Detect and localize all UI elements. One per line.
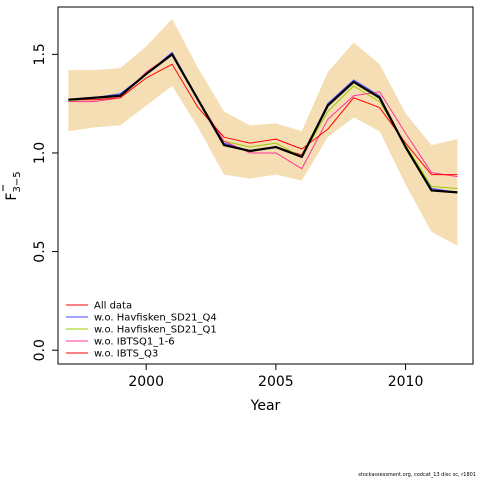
series-line-5 xyxy=(68,63,458,176)
legend-entry: w.o. IBTS_Q3 xyxy=(94,349,158,360)
x-axis-title: Year xyxy=(250,398,281,414)
footer-credit: stockassessment.org, codcat_13 disc sc, … xyxy=(358,472,476,478)
y-tick-label: 0.5 xyxy=(32,240,48,262)
x-tick-label: 2000 xyxy=(128,374,164,390)
y-axis-title: F3−5 xyxy=(2,171,23,201)
y-axis: 0.0 0.5 1.0 1.5 xyxy=(32,43,58,361)
series-line-estimate xyxy=(68,53,458,194)
legend-entry: w.o. Havfisken_SD21_Q1 xyxy=(94,325,217,336)
x-axis: 2000 2005 2010 xyxy=(128,364,423,390)
svg-text:F3−5: F3−5 xyxy=(4,171,23,200)
y-tick-label: 0.0 xyxy=(32,339,48,361)
x-tick-label: 2005 xyxy=(258,374,294,390)
x-tick-label: 2010 xyxy=(388,374,424,390)
y-tick-label: 1.5 xyxy=(32,43,48,65)
legend-entry: w.o. IBTSQ1_1-6 xyxy=(94,337,175,348)
series-layer xyxy=(68,51,458,194)
legend-entry: w.o. Havfisken_SD21_Q4 xyxy=(94,313,217,324)
confidence-band-layer xyxy=(68,18,458,246)
y-axis-title-main: F xyxy=(4,193,20,201)
y-axis-title-sub: 3−5 xyxy=(12,171,23,192)
plot-frame xyxy=(57,6,474,365)
legend-entry: All data xyxy=(94,301,132,312)
confidence-band xyxy=(68,18,458,246)
y-tick-label: 1.0 xyxy=(32,142,48,164)
